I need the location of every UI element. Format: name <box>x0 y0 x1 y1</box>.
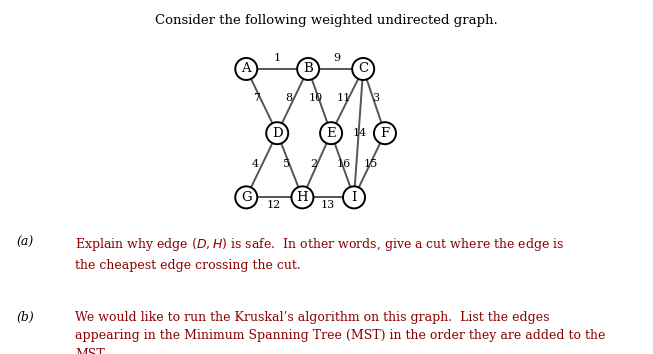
Text: 5: 5 <box>283 159 290 169</box>
Text: Consider the following weighted undirected graph.: Consider the following weighted undirect… <box>155 14 498 27</box>
Text: 1: 1 <box>274 52 281 63</box>
Circle shape <box>297 58 319 80</box>
Circle shape <box>320 122 342 144</box>
Text: H: H <box>296 191 308 204</box>
Text: 11: 11 <box>336 93 351 103</box>
Text: 9: 9 <box>333 52 340 63</box>
Text: (b): (b) <box>16 311 34 324</box>
Circle shape <box>266 122 288 144</box>
Text: C: C <box>358 62 368 75</box>
Circle shape <box>343 186 365 209</box>
Text: B: B <box>303 62 313 75</box>
Text: 7: 7 <box>253 93 260 103</box>
Text: I: I <box>351 191 357 204</box>
Text: (a): (a) <box>16 236 33 249</box>
Text: Explain why edge $(D, H)$ is safe.  In other words, give a cut where the edge is: Explain why edge $(D, H)$ is safe. In ot… <box>75 236 564 272</box>
Text: 13: 13 <box>321 200 335 210</box>
Text: A: A <box>242 62 251 75</box>
Circle shape <box>352 58 374 80</box>
Text: E: E <box>326 127 336 140</box>
Text: 12: 12 <box>266 200 281 210</box>
Text: 14: 14 <box>353 128 367 138</box>
Text: 3: 3 <box>372 93 379 103</box>
Text: 8: 8 <box>285 93 293 103</box>
Text: G: G <box>241 191 251 204</box>
Text: 2: 2 <box>310 159 317 169</box>
Circle shape <box>235 186 257 209</box>
Text: 15: 15 <box>364 159 378 169</box>
Text: 10: 10 <box>309 93 323 103</box>
Circle shape <box>235 58 257 80</box>
Text: F: F <box>381 127 390 140</box>
Text: 4: 4 <box>252 159 259 169</box>
Circle shape <box>291 186 313 209</box>
Text: We would like to run the Kruskal’s algorithm on this graph.  List the edges
appe: We would like to run the Kruskal’s algor… <box>75 311 605 354</box>
Text: D: D <box>272 127 283 140</box>
Circle shape <box>374 122 396 144</box>
Text: 16: 16 <box>336 159 351 169</box>
